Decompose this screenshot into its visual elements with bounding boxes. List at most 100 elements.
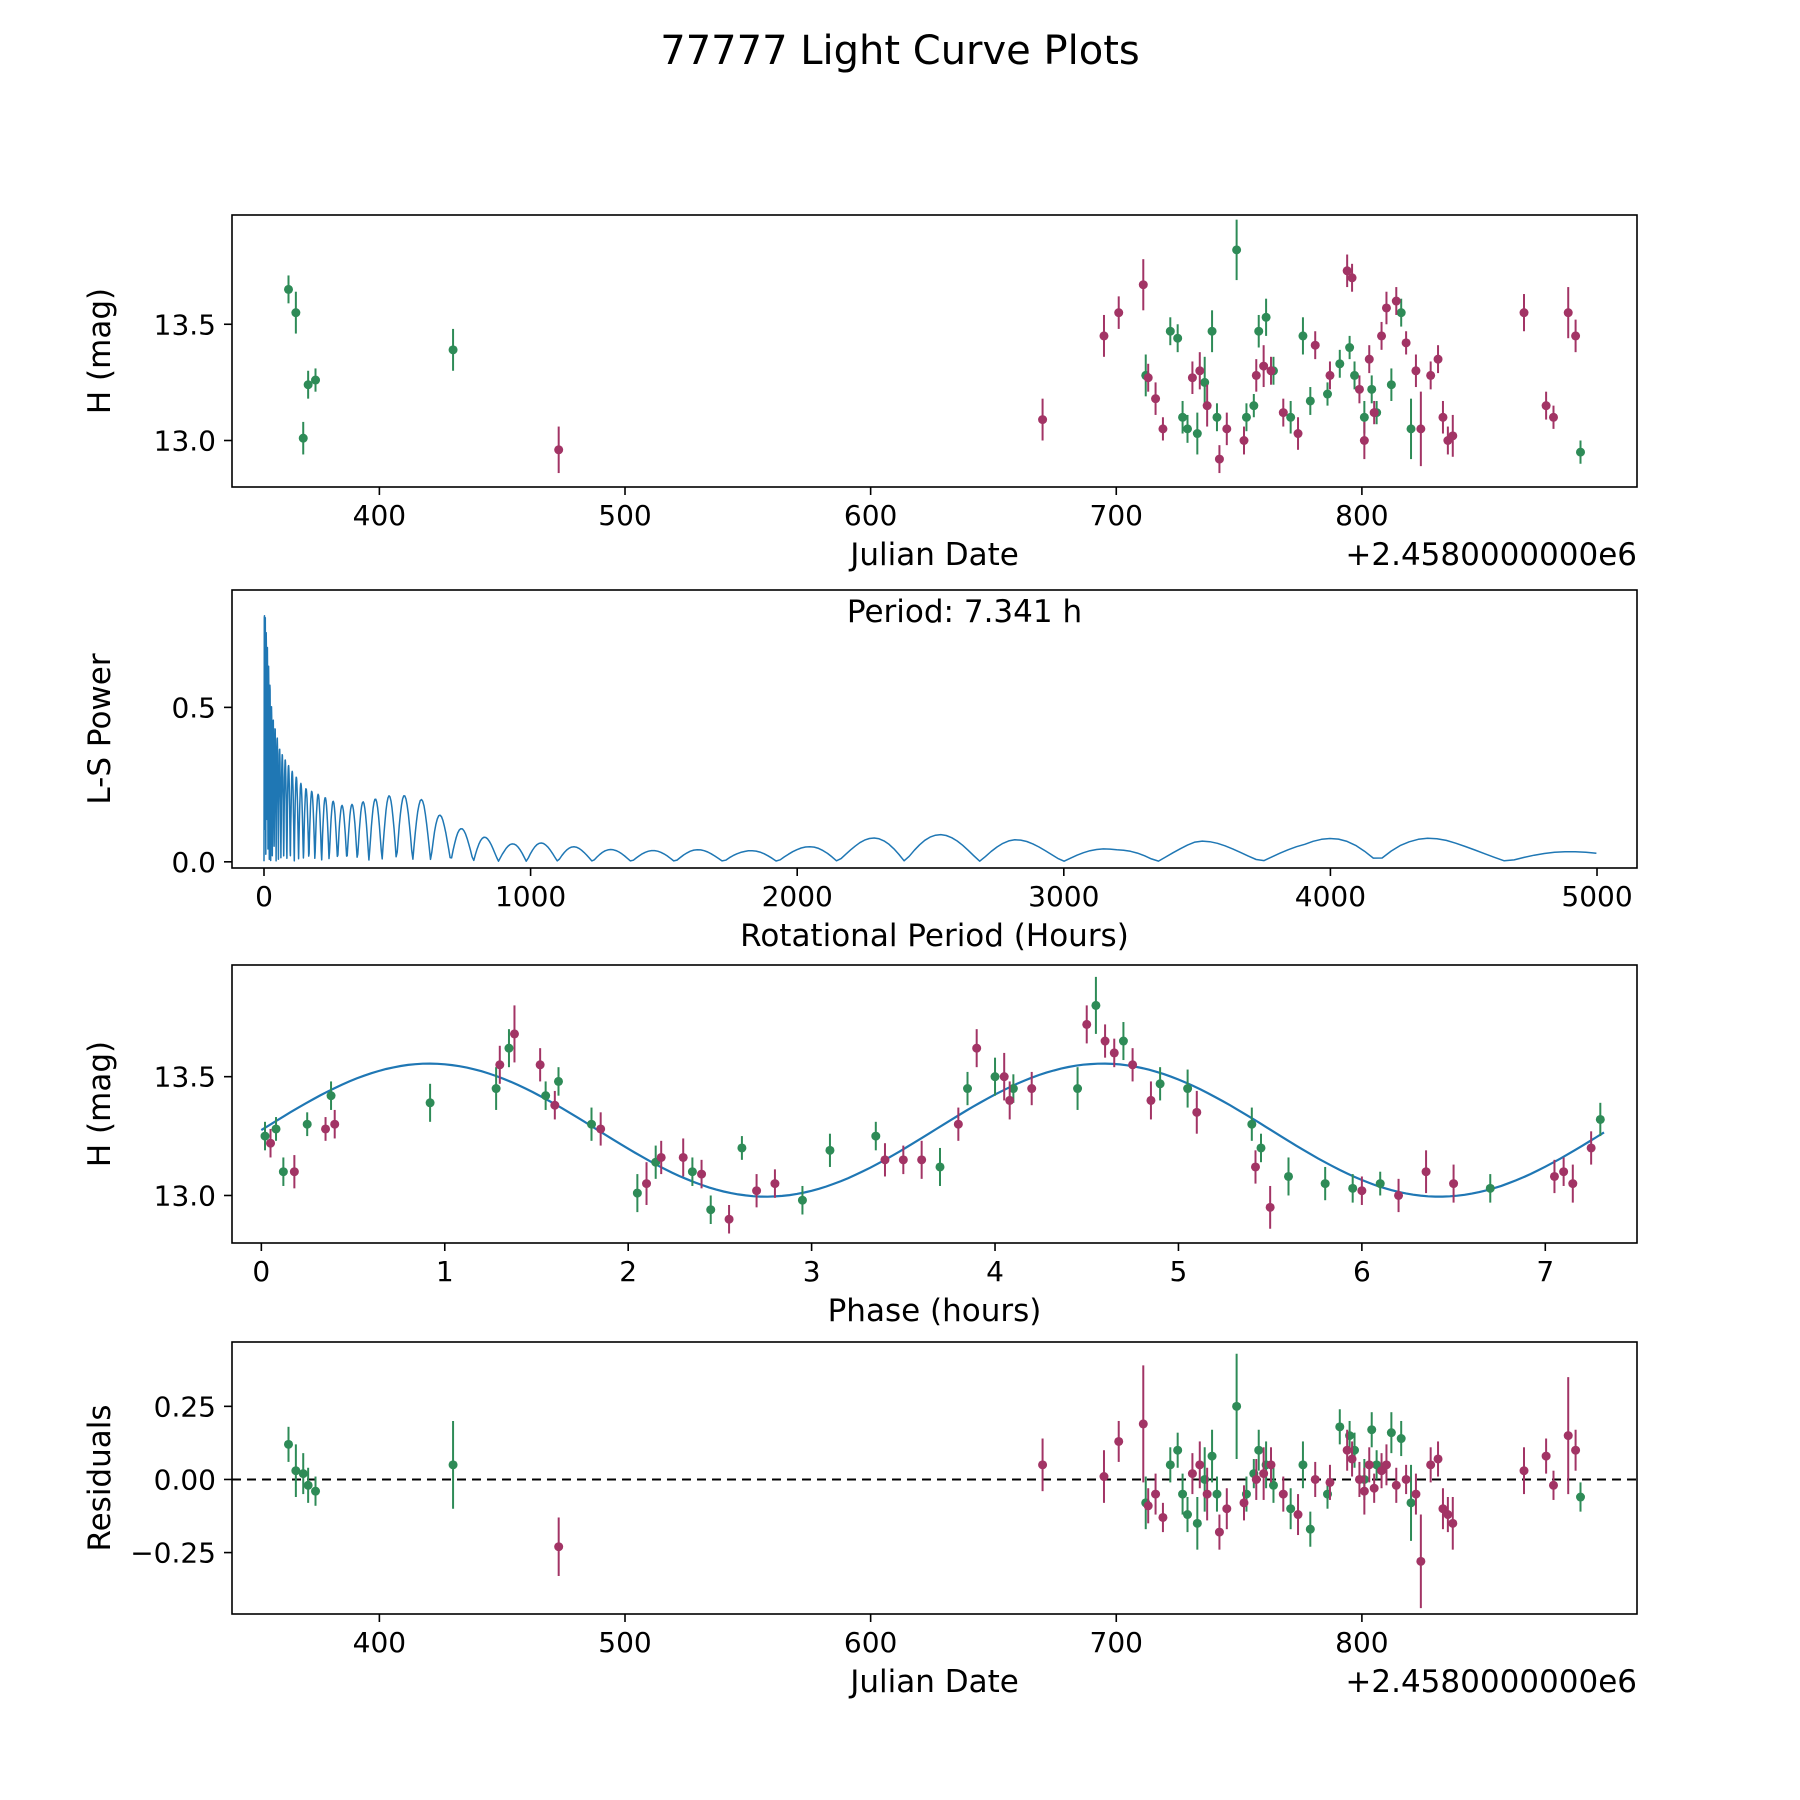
data-point — [1369, 408, 1379, 418]
data-point — [1448, 1518, 1458, 1528]
jd-mag-series-epoch-purple — [554, 254, 1581, 474]
data-point — [1386, 1428, 1396, 1438]
data-point — [1178, 412, 1188, 422]
data-point — [1158, 424, 1168, 434]
residuals-series-epoch-purple — [554, 1365, 1581, 1609]
data-point — [1347, 273, 1357, 283]
data-point — [1416, 1556, 1426, 1566]
data-point — [678, 1152, 688, 1162]
data-point — [260, 1131, 270, 1141]
data-point — [797, 1195, 807, 1205]
data-point — [1114, 308, 1124, 318]
data-point — [1278, 408, 1288, 418]
data-point — [972, 1043, 982, 1053]
data-point — [1114, 1436, 1124, 1446]
data-point — [1239, 436, 1249, 446]
data-point — [1391, 1480, 1401, 1490]
residuals-subplot: 400 500 600 700 800 −0.25 0.00 0.25 Julian Date R… — [82, 1341, 1638, 1700]
data-point — [1386, 380, 1396, 390]
data-point — [697, 1169, 707, 1179]
data-point — [825, 1145, 835, 1155]
data-point — [752, 1186, 762, 1196]
data-point — [1099, 1472, 1109, 1482]
data-point — [1259, 1469, 1269, 1479]
data-point — [311, 1486, 321, 1496]
data-point — [1278, 1489, 1288, 1499]
data-point — [1391, 296, 1401, 306]
data-point — [1354, 384, 1364, 394]
periodogram-period-annotation: Period: 7.341 h — [847, 594, 1082, 630]
data-point — [1438, 412, 1448, 422]
data-point — [1310, 1474, 1320, 1484]
data-point — [1443, 1510, 1453, 1520]
data-point — [1342, 1445, 1352, 1455]
data-point — [550, 1100, 560, 1110]
data-point — [1548, 1480, 1558, 1490]
residuals-x-offset-text: +2.4580000000e6 — [1345, 1664, 1637, 1700]
data-point — [1576, 1492, 1586, 1502]
periodogram-ytick-label: 0.0 — [171, 846, 216, 879]
data-point — [554, 445, 564, 455]
data-point — [1411, 366, 1421, 376]
data-point — [1519, 308, 1529, 318]
data-point — [1251, 370, 1261, 380]
data-point — [1259, 361, 1269, 371]
data-point — [1249, 401, 1259, 411]
data-point — [1146, 1095, 1156, 1105]
data-point — [1320, 1179, 1330, 1189]
periodogram-xtick-label: 5000 — [1561, 880, 1632, 913]
jd-mag-ytick-label: 13.0 — [154, 425, 216, 458]
phased-xtick-label: 3 — [803, 1255, 821, 1288]
periodogram-power-curve — [263, 614, 1597, 862]
data-point — [1202, 401, 1212, 411]
periodogram-xtick-label: 4000 — [1295, 880, 1366, 913]
data-point — [1005, 1095, 1015, 1105]
data-point — [1165, 326, 1175, 336]
data-point — [898, 1155, 908, 1165]
data-point — [1251, 1474, 1261, 1484]
data-point — [1286, 412, 1296, 422]
data-point — [1364, 1460, 1374, 1470]
data-point — [504, 1043, 514, 1053]
data-point — [1298, 1460, 1308, 1470]
data-point — [1212, 1489, 1222, 1499]
data-point — [1519, 1466, 1529, 1476]
data-point — [1359, 412, 1369, 422]
data-point — [1335, 1422, 1345, 1432]
data-point — [1091, 1000, 1101, 1010]
data-point — [1416, 424, 1426, 434]
data-point — [1571, 1445, 1581, 1455]
data-point — [509, 1029, 519, 1039]
data-point — [1298, 331, 1308, 341]
data-point — [1548, 412, 1558, 422]
data-point — [553, 1076, 563, 1086]
data-point — [1286, 1504, 1296, 1514]
data-point — [1183, 1084, 1193, 1094]
data-point — [1396, 308, 1406, 318]
data-point — [1027, 1084, 1037, 1094]
data-point — [1192, 429, 1202, 439]
periodogram-xtick-label: 3000 — [1028, 880, 1099, 913]
data-point — [1448, 431, 1458, 441]
periodogram-xlabel: Rotational Period (Hours) — [740, 918, 1129, 954]
data-point — [1200, 377, 1210, 387]
data-point — [289, 1167, 299, 1177]
phased-xtick-label: 2 — [619, 1255, 637, 1288]
data-point — [1165, 1460, 1175, 1470]
periodogram-ytick-label: 0.5 — [171, 691, 216, 724]
data-point — [271, 1124, 281, 1134]
periodogram-subplot: 0 1000 2000 3000 4000 5000 0.0 0.5 Rotational Pe… — [82, 589, 1638, 954]
data-point — [1559, 1167, 1569, 1177]
data-point — [706, 1205, 716, 1215]
data-point — [737, 1143, 747, 1153]
data-point — [278, 1167, 288, 1177]
jd-mag-xtick-label: 800 — [1335, 499, 1388, 532]
data-point — [1381, 1460, 1391, 1470]
data-point — [1305, 1524, 1315, 1534]
data-point — [1357, 1186, 1367, 1196]
residuals-ytick-label: 0.25 — [154, 1390, 216, 1423]
data-point — [1192, 1107, 1202, 1117]
data-point — [1232, 245, 1242, 255]
data-point — [1143, 373, 1153, 383]
residuals-xtick-label: 800 — [1335, 1626, 1388, 1659]
